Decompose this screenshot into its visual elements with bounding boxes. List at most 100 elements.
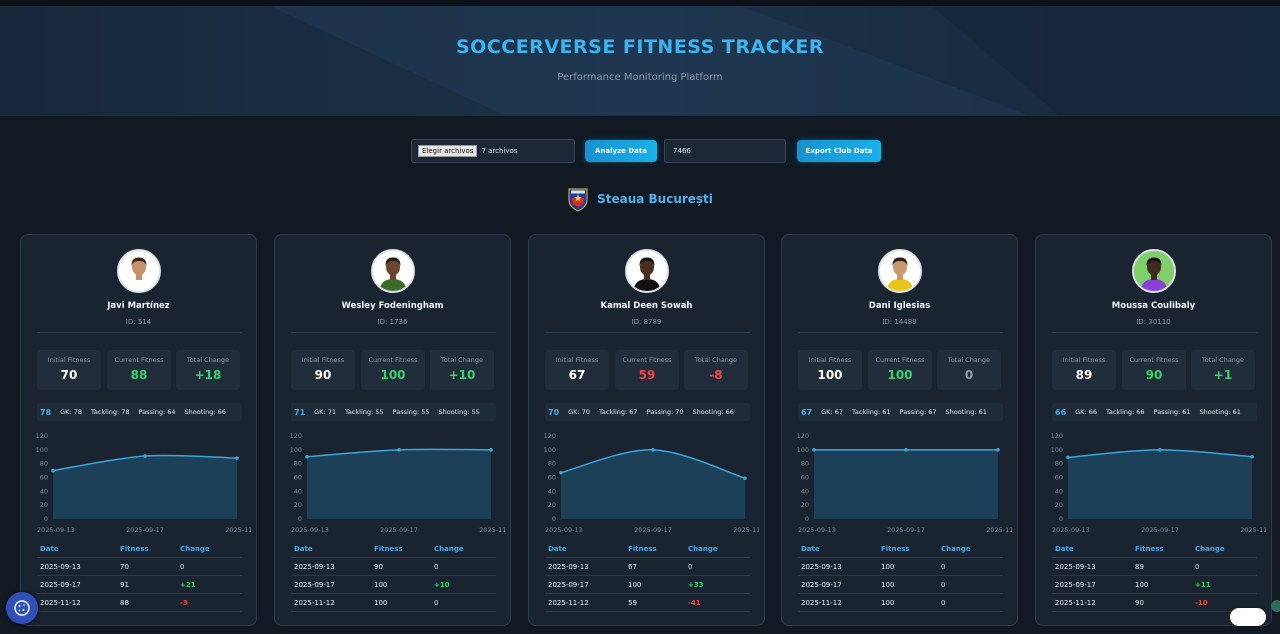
cell-date: 2025-09-13	[548, 562, 589, 571]
cell-fitness: 70	[120, 562, 129, 571]
data-point	[996, 448, 1000, 452]
initial-fitness-label: Initial Fitness	[301, 356, 345, 364]
history-table: Date Fitness Change 2025-09-13 89 0 2025-09-17…	[1052, 540, 1257, 612]
controls-bar: Elegir archivos 7 archivos Analyze Data …	[0, 139, 1280, 163]
initial-fitness-label: Initial Fitness	[1062, 356, 1106, 364]
initial-fitness-label: Initial Fitness	[808, 356, 852, 364]
cell-date: 2025-09-13	[294, 562, 335, 571]
player-name: Wesley Fodeningham	[341, 301, 444, 311]
player-name: Moussa Coulibaly	[1111, 301, 1196, 311]
table-header: Date Fitness Change	[545, 540, 750, 558]
x-tick-label: 2025-09-17	[634, 526, 672, 534]
cell-change: 0	[434, 562, 439, 571]
initial-fitness-box: Initial Fitness 70	[37, 350, 101, 390]
data-point	[743, 476, 747, 480]
y-tick-label: 40	[40, 487, 48, 495]
overall-rating: 66	[1055, 407, 1067, 417]
export-club-data-button[interactable]: Export Club Data	[797, 140, 881, 162]
total-change-box: Total Change +10	[430, 350, 494, 390]
attribute-bar: 78 GK: 78 Tackling: 78 Passing: 64 Shooting:…	[37, 403, 242, 421]
cell-date: 2025-09-17	[294, 580, 335, 589]
y-tick-label: 20	[1055, 501, 1063, 509]
cell-fitness: 89	[1135, 562, 1144, 571]
attribute-bar: 71 GK: 71 Tackling: 55 Passing: 55 Shooting:…	[291, 403, 496, 421]
player-avatar	[878, 249, 922, 293]
data-point	[812, 448, 816, 452]
cookie-icon	[14, 600, 30, 616]
table-row: 2025-09-13 89 0	[1052, 558, 1257, 576]
y-tick-label: 40	[548, 487, 556, 495]
y-tick-label: 80	[801, 460, 809, 468]
attribute-bar: 66 GK: 66 Tackling: 66 Passing: 61 Shooting:…	[1052, 403, 1257, 421]
player-id: ID: 1736	[377, 318, 408, 326]
passing-rating: Passing: 55	[392, 408, 430, 416]
total-change-label: Total Change	[1201, 356, 1245, 364]
total-change-box: Total Change -8	[684, 350, 748, 390]
data-point	[1250, 454, 1254, 459]
data-point	[904, 448, 908, 452]
player-id: ID: 14489	[882, 318, 917, 326]
cell-fitness: 90	[374, 562, 383, 571]
y-tick-label: 100	[36, 446, 48, 454]
total-change-box: Total Change 0	[937, 350, 1001, 390]
current-fitness-box: Current Fitness 88	[107, 350, 171, 390]
total-change-value: +18	[194, 368, 222, 382]
table-header: Date Fitness Change	[37, 540, 242, 558]
total-change-label: Total Change	[440, 356, 484, 364]
y-tick-label: 40	[294, 487, 302, 495]
player-name: Javi Martínez	[107, 301, 170, 311]
club-id-input[interactable]: 7466	[664, 139, 786, 163]
analyze-data-button[interactable]: Analyze Data	[585, 140, 657, 162]
y-tick-label: 0	[552, 515, 556, 523]
y-tick-label: 100	[290, 446, 302, 454]
x-tick-label: 2025-09-13	[798, 526, 836, 534]
x-tick-label: 2025-09-13	[545, 526, 583, 534]
tackling-rating: Tackling: 55	[344, 408, 384, 416]
player-card: Kamal Deen Sowah ID: 8789 Initial Fitness 6…	[528, 234, 765, 626]
col-change: Change	[941, 544, 971, 553]
page-header: SOCCERVERSE FITNESS TRACKER Performance …	[0, 6, 1280, 116]
table-row: 2025-11-12 59 -41	[545, 594, 750, 612]
y-tick-label: 60	[40, 474, 48, 482]
total-change-box: Total Change +1	[1191, 350, 1255, 390]
history-table: Date Fitness Change 2025-09-13 100 0 2025-09-1…	[798, 540, 1003, 612]
x-tick-label: 2025-11-12	[733, 526, 759, 534]
current-fitness-box: Current Fitness 90	[1122, 350, 1186, 390]
cell-date: 2025-09-13	[1055, 562, 1096, 571]
tackling-rating: Tackling: 78	[90, 408, 130, 416]
total-change-label: Total Change	[186, 356, 230, 364]
initial-fitness-label: Initial Fitness	[47, 356, 91, 364]
toggle-switch[interactable]	[1230, 608, 1266, 626]
table-row: 2025-09-17 100 +33	[545, 576, 750, 594]
gk-rating: GK: 78	[60, 408, 82, 416]
table-row: 2025-11-12 88 -3	[37, 594, 242, 612]
player-avatar	[1132, 249, 1176, 293]
gk-rating: GK: 67	[821, 408, 843, 416]
initial-fitness-value: 90	[314, 368, 332, 382]
fitness-chart: 120 100 80 60 40 20 0 2025-09-13 2025-09-17 2025-…	[36, 432, 251, 534]
y-tick-label: 60	[548, 474, 556, 482]
divider	[545, 332, 750, 333]
col-change: Change	[688, 544, 718, 553]
shooting-rating: Shooting: 61	[1199, 408, 1241, 416]
cell-change: -10	[1195, 598, 1208, 607]
cell-fitness: 100	[628, 580, 642, 589]
player-avatar	[625, 249, 669, 293]
player-card: Dani Iglesias ID: 14489 Initial Fitness 100…	[781, 234, 1018, 626]
choose-files-button[interactable]: Elegir archivos	[418, 145, 478, 157]
y-tick-label: 60	[1055, 474, 1063, 482]
shooting-rating: Shooting: 55	[438, 408, 480, 416]
player-avatar	[371, 249, 415, 293]
total-change-value: -8	[709, 368, 723, 382]
x-tick-label: 2025-11-12	[479, 526, 505, 534]
data-point	[143, 454, 147, 458]
y-tick-label: 60	[294, 474, 302, 482]
total-change-label: Total Change	[947, 356, 991, 364]
cookie-settings-button[interactable]	[6, 592, 38, 624]
file-upload-input[interactable]: Elegir archivos 7 archivos	[411, 139, 575, 163]
table-row: 2025-11-12 100 0	[798, 594, 1003, 612]
attribute-bar: 70 GK: 70 Tackling: 67 Passing: 70 Shooting:…	[545, 403, 750, 421]
col-date: Date	[801, 544, 820, 553]
cell-change: 0	[941, 580, 946, 589]
current-fitness-label: Current Fitness	[1129, 356, 1179, 364]
